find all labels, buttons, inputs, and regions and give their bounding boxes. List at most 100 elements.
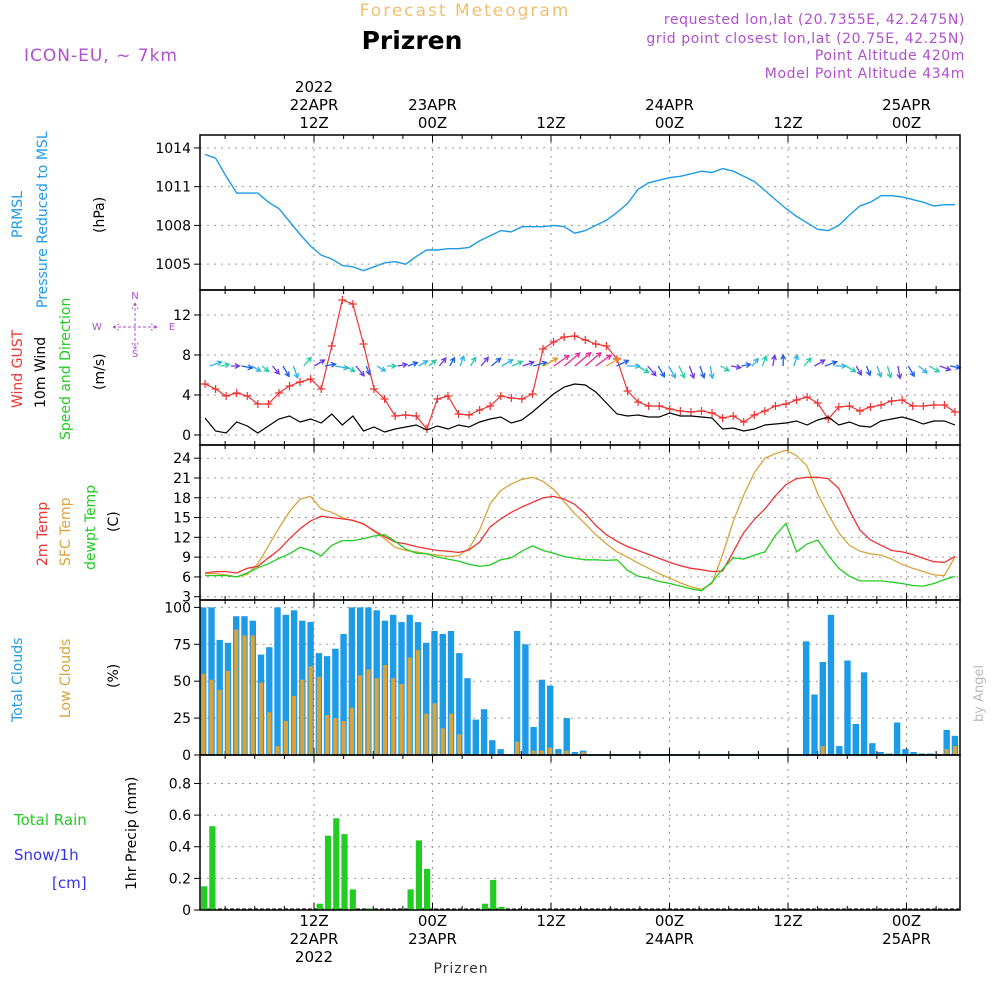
snow-unit-legend: [cm] <box>52 874 87 892</box>
panel-4: 0 0.2 0.4 0.6 0.8 <box>169 755 960 919</box>
wind-direction-arrow <box>303 356 312 367</box>
gust-marker <box>729 412 738 420</box>
wind-direction-arrow <box>668 365 676 379</box>
low-cloud-bar <box>424 713 429 755</box>
wind-direction-arrow <box>459 354 466 367</box>
gust-marker <box>306 375 315 383</box>
wind-dir-label: Speed and Direction <box>58 298 74 440</box>
wind-direction-arrow <box>490 357 502 367</box>
total-cloud-bar <box>266 647 273 755</box>
snow-legend: Snow/1h <box>14 846 79 864</box>
wind-direction-arrow <box>855 365 862 377</box>
low-cloud-bar <box>391 678 396 755</box>
total-cloud-bar <box>423 642 430 755</box>
compass-e: E <box>169 322 175 333</box>
gust-marker <box>264 400 273 408</box>
y-tick-label: 3 <box>182 590 191 606</box>
gust-marker <box>855 407 864 415</box>
low-cloud-bar <box>415 650 420 755</box>
sfc-temp-line <box>205 449 956 591</box>
total-cloud-bar <box>571 752 579 755</box>
y-tick-label: 6 <box>182 570 191 586</box>
gust-marker <box>454 410 463 418</box>
bottom-time-label: 00Z <box>892 912 921 930</box>
bottom-time-label: 24APR <box>645 930 694 948</box>
wind-direction-arrow <box>708 365 715 380</box>
wind-direction-arrow <box>428 359 438 367</box>
y-tick-label: 15 <box>173 511 191 527</box>
low-cloud-bar <box>308 666 313 755</box>
wind-direction-arrow <box>387 363 398 369</box>
low-cloud-bar <box>382 665 387 755</box>
wind-direction-arrow <box>605 357 622 367</box>
wind-direction-arrow <box>584 351 602 367</box>
low-cloud-bar <box>407 657 412 755</box>
gust-marker <box>327 342 336 350</box>
gust-marker <box>507 394 516 402</box>
y-tick-label: 1011 <box>155 180 191 196</box>
gust-marker <box>581 336 590 344</box>
gust-marker <box>708 409 717 417</box>
bottom-time-label: 12Z <box>536 912 565 930</box>
wind-ylabels: Wind GUST 10m Wind Speed and Direction (… <box>10 291 175 440</box>
gust-marker <box>771 402 780 410</box>
y-tick-label: 1005 <box>155 257 191 273</box>
total-cloud-bar <box>282 614 289 755</box>
wind-direction-arrow <box>939 365 952 372</box>
y-tick-label: 1014 <box>155 141 191 157</box>
total-cloud-bar <box>472 719 479 755</box>
rain-bar <box>407 889 414 910</box>
wind-direction-arrow <box>907 365 915 378</box>
model-label: ICON-EU, ~ 7km <box>24 46 178 66</box>
total-cloud-bar <box>348 607 356 755</box>
panel-frame <box>199 754 961 911</box>
top-time-label: 22APR <box>290 96 339 114</box>
wind-direction-arrow <box>741 362 752 369</box>
bottom-time-label: 25APR <box>882 930 931 948</box>
temp2m-line <box>204 476 956 574</box>
wind-direction-arrow <box>251 365 262 372</box>
gust-marker <box>676 407 685 415</box>
wind-direction-arrow <box>616 359 630 367</box>
total-cloud-bar <box>910 752 917 755</box>
total-cloud-bar <box>439 634 446 755</box>
wind-direction-arrow <box>751 357 759 367</box>
gust-label: Wind GUST <box>10 329 26 408</box>
gust-marker <box>602 342 611 350</box>
total-cloud-bar <box>456 653 463 755</box>
gust-marker <box>232 389 241 397</box>
wind-direction-arrow <box>793 353 799 367</box>
rain-bar <box>424 868 431 910</box>
low-cloud-bar <box>349 707 354 755</box>
total-cloud-bar <box>951 735 959 755</box>
top-time-label: 12Z <box>773 114 802 132</box>
gust-marker <box>919 402 928 410</box>
pressure-line <box>204 153 955 272</box>
location-title: Prizren <box>362 26 463 55</box>
rain-bar <box>366 908 373 910</box>
wind-direction-arrow <box>865 365 872 377</box>
low-cloud-bar <box>531 750 536 755</box>
precip-ylabels: Total Rain Snow/1h [cm] 1hr Precip (mm) <box>13 777 140 892</box>
rain-bar <box>498 906 505 910</box>
bottom-time-label: 00Z <box>655 912 684 930</box>
gust-marker <box>813 399 822 407</box>
bottom-time-label: 00Z <box>418 912 447 930</box>
gust-marker <box>201 380 209 388</box>
wind-direction-arrow <box>896 365 903 380</box>
low-cloud-bar <box>209 679 214 755</box>
sfc-temp-label: SFC Temp <box>58 497 74 566</box>
y-tick-label: 21 <box>173 471 191 487</box>
wind-direction-arrow <box>771 354 777 367</box>
gust-marker <box>665 405 674 413</box>
top-time-label: 00Z <box>418 114 447 132</box>
y-tick-label: 0 <box>182 903 191 919</box>
low-cloud-bar <box>225 670 230 755</box>
rain-bar <box>481 903 489 910</box>
top-time-label: 23APR <box>408 96 457 114</box>
y-tick-label: 0 <box>182 428 191 444</box>
gust-marker <box>686 408 695 416</box>
wind-direction-arrow <box>918 365 929 374</box>
wind-direction-arrow <box>688 365 696 380</box>
